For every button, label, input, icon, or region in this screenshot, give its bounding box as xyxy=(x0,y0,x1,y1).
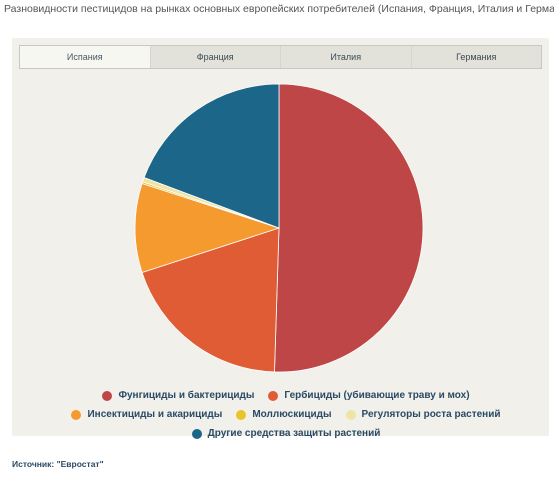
tab-spain[interactable]: Испания xyxy=(20,46,151,68)
legend-swatch-5 xyxy=(345,409,356,420)
pie-slice-3[interactable] xyxy=(134,182,281,274)
tab-italy[interactable]: Италия xyxy=(281,46,412,68)
tab-france[interactable]: Франция xyxy=(151,46,281,68)
country-tabs: Испания Франция Италия Германия xyxy=(19,45,542,69)
chart-title: Разновидности пестицидов на рынках основ… xyxy=(4,3,554,15)
pie-slice-1[interactable] xyxy=(274,83,424,373)
legend-label-3: Инсектициды и акарициды xyxy=(87,409,223,420)
legend-item-3[interactable]: Инсектициды и акарициды xyxy=(71,409,222,420)
legend-item-6[interactable]: Другие средства защиты растений xyxy=(191,428,381,439)
legend-item-4[interactable]: Моллюскициды xyxy=(236,409,332,420)
legend-item-1[interactable]: Фунгициды и бактерициды xyxy=(102,390,254,401)
legend-label-1: Фунгициды и бактерициды xyxy=(118,390,255,401)
pie-slice-6[interactable] xyxy=(143,83,280,229)
legend-swatch-6 xyxy=(191,428,202,439)
tab-germany[interactable]: Германия xyxy=(456,52,497,62)
chart-panel: Испания Франция Италия Германия Фунгицид… xyxy=(12,38,549,439)
legend-label-6: Другие средства защиты растений xyxy=(207,428,381,439)
legend-item-2[interactable]: Гербициды (убивающие траву и мох) xyxy=(268,390,470,401)
pie-chart xyxy=(134,83,424,373)
source-note: Источник: "Евростат" xyxy=(12,459,104,469)
legend-swatch-3 xyxy=(71,409,82,420)
chart-legend: Фунгициды и бактерициды Гербициды (убиваю… xyxy=(36,390,536,439)
legend-swatch-2 xyxy=(268,390,279,401)
legend-swatch-4 xyxy=(236,409,247,420)
legend-label-2: Гербициды (убивающие траву и мох) xyxy=(284,390,470,401)
legend-label-5: Регуляторы роста растений xyxy=(361,409,501,420)
pie-slice-2[interactable] xyxy=(141,227,280,373)
legend-label-4: Моллюскициды xyxy=(252,409,332,420)
legend-swatch-1 xyxy=(102,390,113,401)
legend-item-5[interactable]: Регуляторы роста растений xyxy=(345,409,501,420)
